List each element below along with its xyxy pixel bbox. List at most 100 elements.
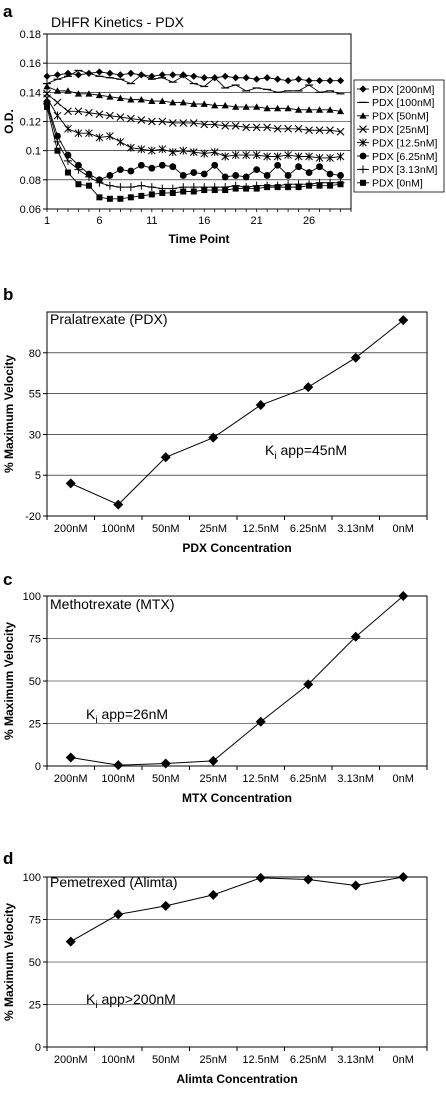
data-point: [65, 478, 76, 489]
data-point: [208, 889, 219, 900]
x-tick-label: 0nM: [393, 523, 414, 535]
y-tick-label: 55: [29, 389, 41, 401]
series-diamond: [43, 68, 345, 85]
data-point: [294, 152, 303, 161]
data-point: [158, 117, 167, 126]
data-point: [350, 352, 361, 363]
x-tick-label: 1: [44, 215, 50, 227]
x-tick-label: 11: [146, 215, 157, 227]
data-point: [326, 153, 334, 162]
data-point: [138, 192, 145, 199]
x-tick-label: 25nM: [199, 773, 227, 785]
chart-title: DHFR Kinetics - PDX: [51, 14, 185, 30]
data-point: [255, 716, 266, 727]
data-point: [117, 195, 124, 202]
y-tick-label: 0.1: [26, 146, 41, 158]
plot-area: [46, 311, 428, 517]
data-point: [159, 189, 166, 196]
data-point: [327, 182, 334, 189]
y-axis-label: % Maximum Velocity: [2, 622, 16, 740]
data-point: [169, 98, 177, 106]
data-point: [147, 183, 156, 192]
data-point: [106, 195, 113, 202]
data-point: [74, 71, 83, 79]
data-point: [189, 119, 198, 127]
series-star: [43, 94, 345, 162]
legend-entry: PDX [25nM]: [372, 124, 429, 136]
data-point: [95, 110, 104, 119]
data-point: [137, 181, 146, 190]
data-point: [44, 103, 50, 110]
legend-box: [353, 79, 445, 193]
x-tick-label: 3.13nM: [337, 1054, 374, 1066]
data-point: [398, 872, 409, 882]
data-point: [53, 111, 62, 120]
data-point: [127, 96, 135, 103]
data-point: [106, 69, 114, 77]
data-point: [75, 181, 82, 188]
panel-label-c: c: [3, 570, 12, 589]
data-point: [263, 172, 271, 179]
x-tick-label: 100nM: [101, 773, 135, 785]
data-point: [74, 165, 83, 174]
series-circle: [43, 99, 344, 184]
legend-entry: PDX [6.25nM]: [372, 151, 437, 163]
data-point: [211, 161, 219, 169]
data-point: [43, 72, 51, 80]
panel-label-b: b: [3, 285, 13, 304]
x-tick-label: 200nM: [54, 523, 88, 535]
data-point: [148, 191, 155, 198]
data-point: [284, 124, 292, 133]
y-tick-label: 0.12: [20, 117, 41, 129]
data-point: [137, 96, 145, 103]
data-point: [295, 163, 302, 171]
data-point: [127, 194, 134, 201]
legend-marker: [359, 112, 367, 119]
chart-b: b Pralatrexate (PDX) -20 5 30 55 80 200nM 100nM 5…: [2, 285, 428, 555]
data-point: [222, 187, 229, 194]
data-point: [284, 77, 292, 85]
legend-entry: PDX [0nM]: [372, 178, 423, 190]
data-point: [200, 149, 209, 158]
y-tick-label: 0: [35, 761, 41, 773]
data-point: [326, 77, 334, 85]
data-point: [96, 194, 103, 201]
x-tick-label: 3.13nM: [337, 523, 374, 535]
data-point: [316, 163, 323, 171]
data-point: [160, 758, 171, 769]
data-point: [106, 132, 114, 141]
y-tick-label: 0.06: [20, 204, 41, 216]
data-point: [326, 170, 334, 178]
data-point: [285, 184, 292, 191]
legend-entry: PDX [200nM]: [372, 84, 435, 96]
series-x: [43, 89, 345, 136]
data-point: [305, 126, 313, 135]
data-point: [274, 104, 282, 112]
data-point: [337, 181, 344, 188]
x-axis-label: Alimta Concentration: [176, 1072, 297, 1086]
data-point: [95, 133, 104, 142]
data-point: [180, 188, 187, 195]
data-point: [179, 146, 188, 155]
data-point: [242, 173, 250, 181]
x-tick-label: 50nM: [152, 523, 180, 535]
data-point: [113, 499, 124, 510]
data-point: [263, 123, 272, 132]
data-point: [350, 631, 361, 642]
data-point: [232, 103, 240, 110]
data-point: [53, 87, 62, 94]
x-tick-label: 50nM: [152, 1054, 180, 1066]
data-point: [253, 103, 261, 110]
x-axis-label: PDX Concentration: [182, 541, 291, 555]
data-point: [264, 184, 271, 191]
y-tick-label: 0: [35, 1042, 41, 1054]
ki-annotation: Ki app=26nM: [86, 706, 168, 726]
data-point: [200, 120, 209, 129]
data-point: [116, 166, 124, 174]
data-point: [398, 591, 409, 601]
data-point: [160, 452, 171, 463]
data-point: [127, 69, 135, 77]
x-tick-label: 25nM: [199, 523, 227, 535]
data-point: [284, 104, 292, 112]
y-tick-label: 75: [29, 634, 41, 646]
